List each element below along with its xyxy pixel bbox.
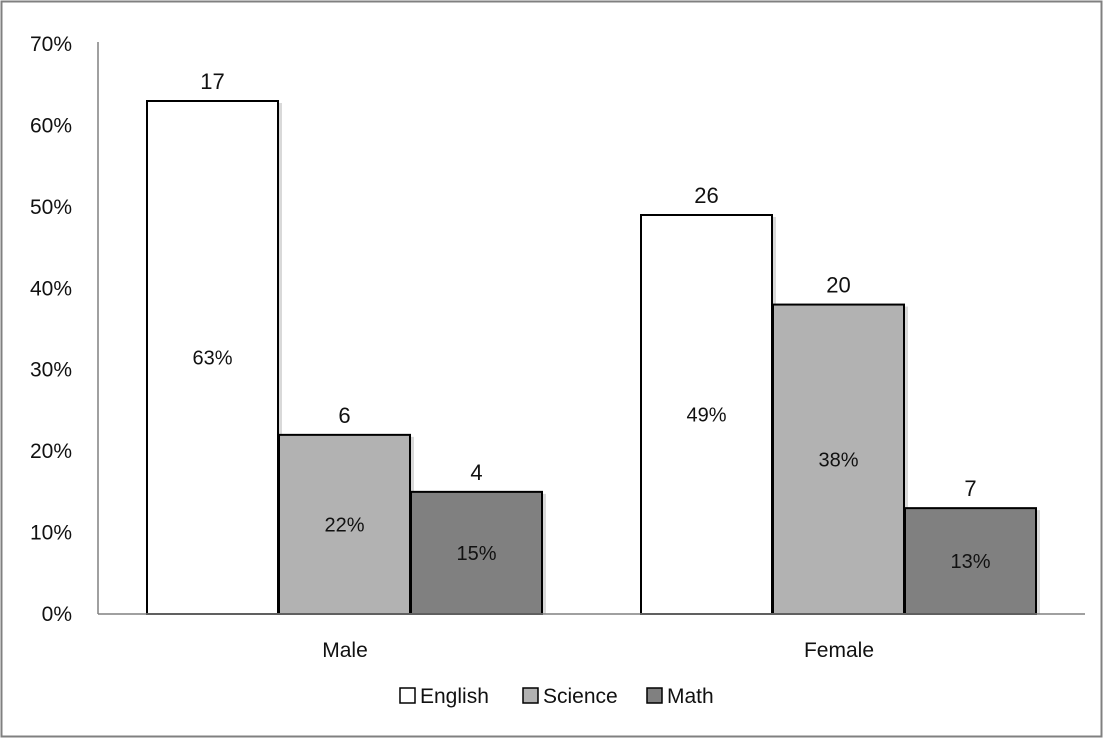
data-labels: 17 63% 26 49% 6 22% 20 38% 4 15% 7 13% [192, 69, 990, 573]
legend-label-science: Science [543, 685, 618, 708]
bar-count-label: 7 [964, 476, 976, 501]
y-tick-label: 30% [30, 359, 72, 382]
bar-count-label: 6 [338, 403, 350, 428]
bar-english [640, 214, 773, 615]
bar-count-label: 20 [826, 273, 850, 298]
bars [146, 100, 1040, 616]
bar-percent-label: 63% [192, 348, 232, 370]
bar-count-label: 17 [200, 69, 224, 94]
y-tick-label: 40% [30, 277, 72, 300]
y-axis-ticks: 0% 10% 20% 30% 40% 50% 60% 70% [30, 33, 72, 626]
x-axis-ticks: Male Female [322, 639, 874, 662]
legend-label-math: Math [667, 685, 714, 708]
y-tick-label: 70% [30, 33, 72, 56]
bar-percent-label: 13% [950, 551, 990, 573]
axes [97, 42, 1085, 615]
legend-swatch-math [646, 687, 663, 704]
legend: English Science Math [399, 685, 714, 708]
y-tick-label: 10% [30, 522, 72, 545]
bar-english [146, 100, 279, 615]
x-category-label: Male [322, 639, 368, 662]
bar-science [278, 433, 411, 615]
bar-count-label: 4 [470, 460, 482, 485]
bar-percent-label: 38% [818, 449, 858, 471]
y-tick-label: 60% [30, 114, 72, 137]
x-category-label: Female [804, 639, 874, 662]
bar-count-label: 26 [694, 183, 718, 208]
y-tick-label: 20% [30, 440, 72, 463]
bar-percent-label: 22% [324, 514, 364, 536]
legend-swatch-science [522, 687, 539, 704]
bar-percent-label: 49% [686, 405, 726, 427]
legend-swatch-english [399, 687, 416, 704]
legend-label-english: English [420, 685, 489, 708]
y-tick-label: 50% [30, 196, 72, 219]
bar-percent-label: 15% [456, 543, 496, 565]
y-tick-label: 0% [42, 603, 72, 626]
